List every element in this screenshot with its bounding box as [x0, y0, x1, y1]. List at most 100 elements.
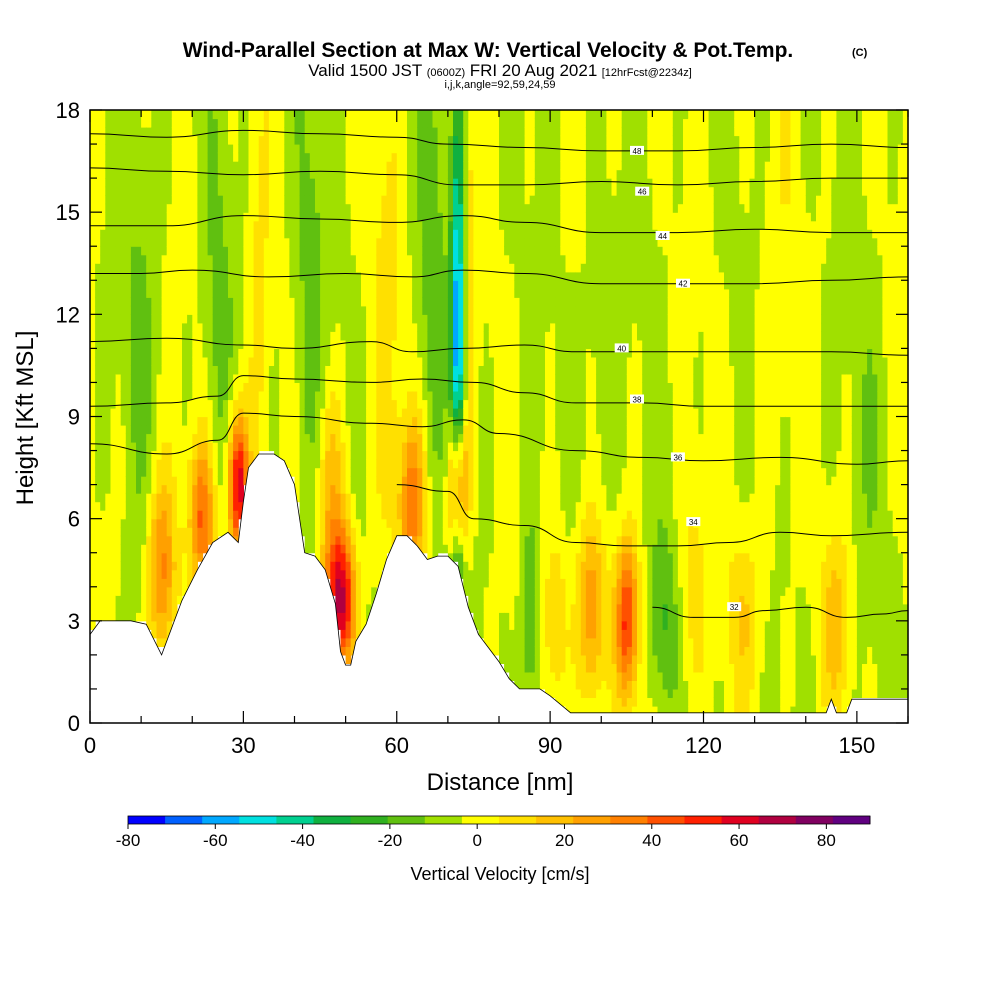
- w-cell: [325, 365, 331, 375]
- w-cell: [519, 305, 526, 315]
- w-cell: [110, 212, 117, 222]
- w-cell: [248, 365, 255, 375]
- w-cell: [376, 212, 382, 222]
- w-cell: [504, 305, 510, 315]
- w-cell: [514, 297, 520, 307]
- w-cell: [320, 212, 326, 222]
- w-cell: [488, 203, 495, 213]
- w-cell: [361, 527, 367, 537]
- w-cell: [284, 433, 290, 443]
- w-cell: [427, 450, 434, 460]
- w-cell: [161, 595, 168, 605]
- w-cell: [386, 280, 393, 290]
- w-cell: [355, 254, 362, 264]
- w-cell: [228, 305, 234, 315]
- w-cell: [253, 212, 260, 222]
- w-cell: [371, 552, 377, 562]
- w-cell: [483, 246, 490, 256]
- w-cell: [422, 382, 428, 392]
- w-cell: [115, 612, 122, 622]
- w-cell: [366, 152, 372, 162]
- w-cell: [274, 331, 280, 341]
- w-cell: [95, 203, 101, 213]
- w-cell: [519, 527, 526, 537]
- w-cell: [478, 544, 485, 554]
- w-cell: [217, 135, 224, 145]
- w-cell: [458, 161, 464, 171]
- w-cell: [90, 493, 96, 503]
- w-cell: [514, 322, 520, 332]
- w-cell: [228, 127, 234, 137]
- w-cell: [458, 382, 464, 392]
- w-cell: [437, 144, 444, 154]
- w-cell: [350, 518, 357, 528]
- w-cell: [524, 246, 531, 256]
- w-cell: [95, 297, 101, 307]
- w-cell: [514, 535, 520, 545]
- w-cell: [187, 518, 193, 528]
- w-cell: [212, 178, 219, 188]
- w-cell: [468, 144, 474, 154]
- w-cell: [192, 280, 198, 290]
- w-cell: [442, 382, 449, 392]
- w-cell: [458, 408, 464, 418]
- w-cell: [309, 195, 316, 205]
- w-cell: [539, 493, 546, 503]
- w-cell: [509, 663, 515, 673]
- w-cell: [248, 152, 255, 162]
- w-cell: [309, 544, 316, 554]
- w-cell: [279, 391, 285, 401]
- w-cell: [381, 331, 388, 341]
- w-cell: [447, 169, 454, 179]
- w-cell: [545, 646, 551, 656]
- w-cell: [401, 442, 408, 452]
- w-cell: [120, 178, 127, 188]
- w-cell: [407, 263, 413, 273]
- w-cell: [376, 110, 382, 120]
- w-cell: [499, 203, 505, 213]
- w-cell: [253, 203, 260, 213]
- w-cell: [110, 535, 117, 545]
- w-cell: [315, 220, 321, 230]
- w-cell: [120, 467, 127, 477]
- w-cell: [274, 263, 280, 273]
- w-cell: [483, 237, 490, 247]
- w-cell: [458, 203, 464, 213]
- w-cell: [202, 476, 209, 486]
- w-cell: [110, 416, 117, 426]
- w-cell: [90, 391, 96, 401]
- w-cell: [95, 484, 101, 494]
- w-cell: [509, 195, 515, 205]
- w-cell: [499, 382, 505, 392]
- w-cell: [401, 365, 408, 375]
- w-cell: [335, 195, 342, 205]
- w-cell: [381, 365, 388, 375]
- w-cell: [228, 391, 234, 401]
- w-cell: [473, 110, 480, 120]
- w-cell: [325, 501, 331, 511]
- w-cell: [263, 331, 270, 341]
- w-cell: [284, 254, 290, 264]
- w-cell: [514, 442, 520, 452]
- w-cell: [105, 195, 111, 205]
- w-cell: [396, 195, 403, 205]
- w-cell: [156, 144, 163, 154]
- w-cell: [156, 229, 163, 239]
- w-cell: [437, 297, 444, 307]
- w-cell: [253, 118, 260, 128]
- w-cell: [105, 254, 111, 264]
- w-cell: [325, 110, 331, 120]
- w-cell: [304, 373, 311, 383]
- w-cell: [284, 186, 290, 196]
- w-cell: [263, 416, 270, 426]
- w-cell: [488, 237, 495, 247]
- w-cell: [187, 552, 193, 562]
- w-cell: [120, 110, 127, 120]
- w-cell: [361, 356, 367, 366]
- w-cell: [171, 195, 178, 205]
- w-cell: [453, 391, 459, 401]
- w-cell: [171, 237, 178, 247]
- w-cell: [263, 254, 270, 264]
- w-cell: [478, 322, 485, 332]
- w-cell: [386, 178, 393, 188]
